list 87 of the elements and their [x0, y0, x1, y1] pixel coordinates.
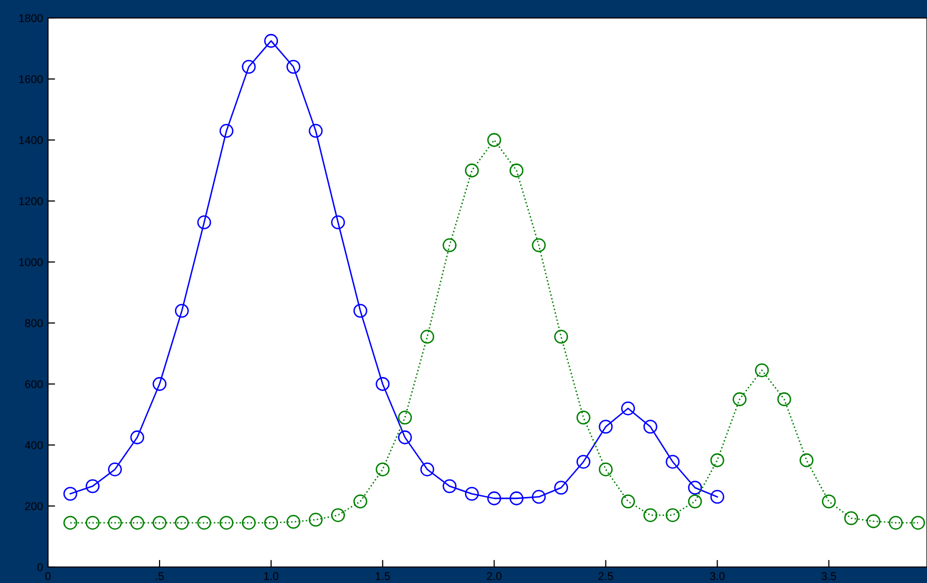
- y-tick-label: 1800: [19, 14, 43, 22]
- point: [643, 420, 658, 434]
- point: [376, 462, 390, 476]
- y-tick-label: 0: [37, 563, 43, 572]
- point: [220, 516, 234, 530]
- point: [510, 491, 524, 506]
- point: [532, 238, 546, 252]
- point: [286, 60, 300, 74]
- x-tick-label: 1.0: [264, 572, 278, 580]
- point: [286, 514, 300, 529]
- point: [398, 430, 412, 444]
- point: [420, 462, 434, 476]
- x-tick-label: 3.5: [822, 572, 836, 580]
- point: [130, 430, 144, 444]
- point: [86, 516, 100, 530]
- point: [866, 514, 880, 528]
- y-tick-label: 200: [25, 502, 43, 510]
- point: [800, 453, 814, 468]
- point: [308, 124, 323, 138]
- point: [174, 304, 189, 318]
- y-tick-label: 1400: [19, 136, 43, 144]
- y-tick-label: 1200: [19, 197, 43, 206]
- point: [242, 60, 256, 74]
- x-tick-label: .5: [156, 572, 164, 580]
- point: [331, 215, 345, 230]
- x-tick-label: 2.5: [598, 572, 613, 580]
- point: [621, 401, 635, 416]
- point: [844, 511, 858, 526]
- point: [643, 508, 658, 522]
- point: [108, 462, 122, 476]
- point: [63, 486, 78, 501]
- point: [108, 516, 122, 530]
- point: [420, 330, 434, 344]
- point: [666, 508, 680, 522]
- point: [732, 392, 747, 406]
- point: [822, 494, 836, 508]
- point: [197, 215, 212, 230]
- point: [376, 377, 390, 391]
- point: [264, 34, 278, 48]
- point: [353, 304, 368, 318]
- point: [554, 480, 568, 495]
- point: [353, 494, 368, 508]
- point: [777, 392, 792, 406]
- point: [598, 420, 613, 434]
- y-tick-label: 400: [24, 441, 43, 450]
- point: [754, 363, 769, 378]
- point: [598, 462, 613, 476]
- point: [710, 453, 724, 468]
- point: [666, 454, 680, 469]
- point: [710, 490, 724, 504]
- point: [532, 490, 546, 504]
- point: [331, 508, 345, 522]
- point: [398, 410, 412, 424]
- x-tick-label: 3.0: [710, 572, 725, 580]
- point: [220, 124, 234, 138]
- point: [621, 494, 635, 508]
- point: [174, 516, 189, 530]
- point: [152, 516, 166, 530]
- point: [464, 486, 479, 501]
- point: [487, 133, 502, 147]
- point: [911, 516, 926, 530]
- point: [888, 516, 903, 530]
- point: [86, 479, 100, 494]
- point: [688, 494, 702, 508]
- point: [554, 330, 568, 344]
- point: [487, 491, 502, 506]
- point: [510, 164, 524, 178]
- point: [576, 454, 590, 469]
- x-tick-label: 1.5: [376, 572, 390, 580]
- point: [264, 516, 278, 530]
- x-tick-label: 2.0: [487, 572, 502, 580]
- x-tick-label: 0: [45, 572, 51, 580]
- y-tick-label: 1000: [19, 258, 43, 266]
- point: [152, 377, 166, 391]
- point: [63, 516, 78, 530]
- y-tick-label: 1600: [19, 75, 43, 84]
- point: [464, 164, 479, 178]
- point: [442, 238, 457, 252]
- y-tick-label: 800: [25, 319, 43, 328]
- point: [442, 479, 457, 494]
- y-tick-label: 600: [25, 380, 43, 388]
- point: [308, 512, 323, 527]
- point: [197, 516, 212, 530]
- point: [130, 516, 144, 530]
- point: [688, 480, 702, 495]
- point: [242, 516, 256, 530]
- point: [576, 410, 590, 424]
